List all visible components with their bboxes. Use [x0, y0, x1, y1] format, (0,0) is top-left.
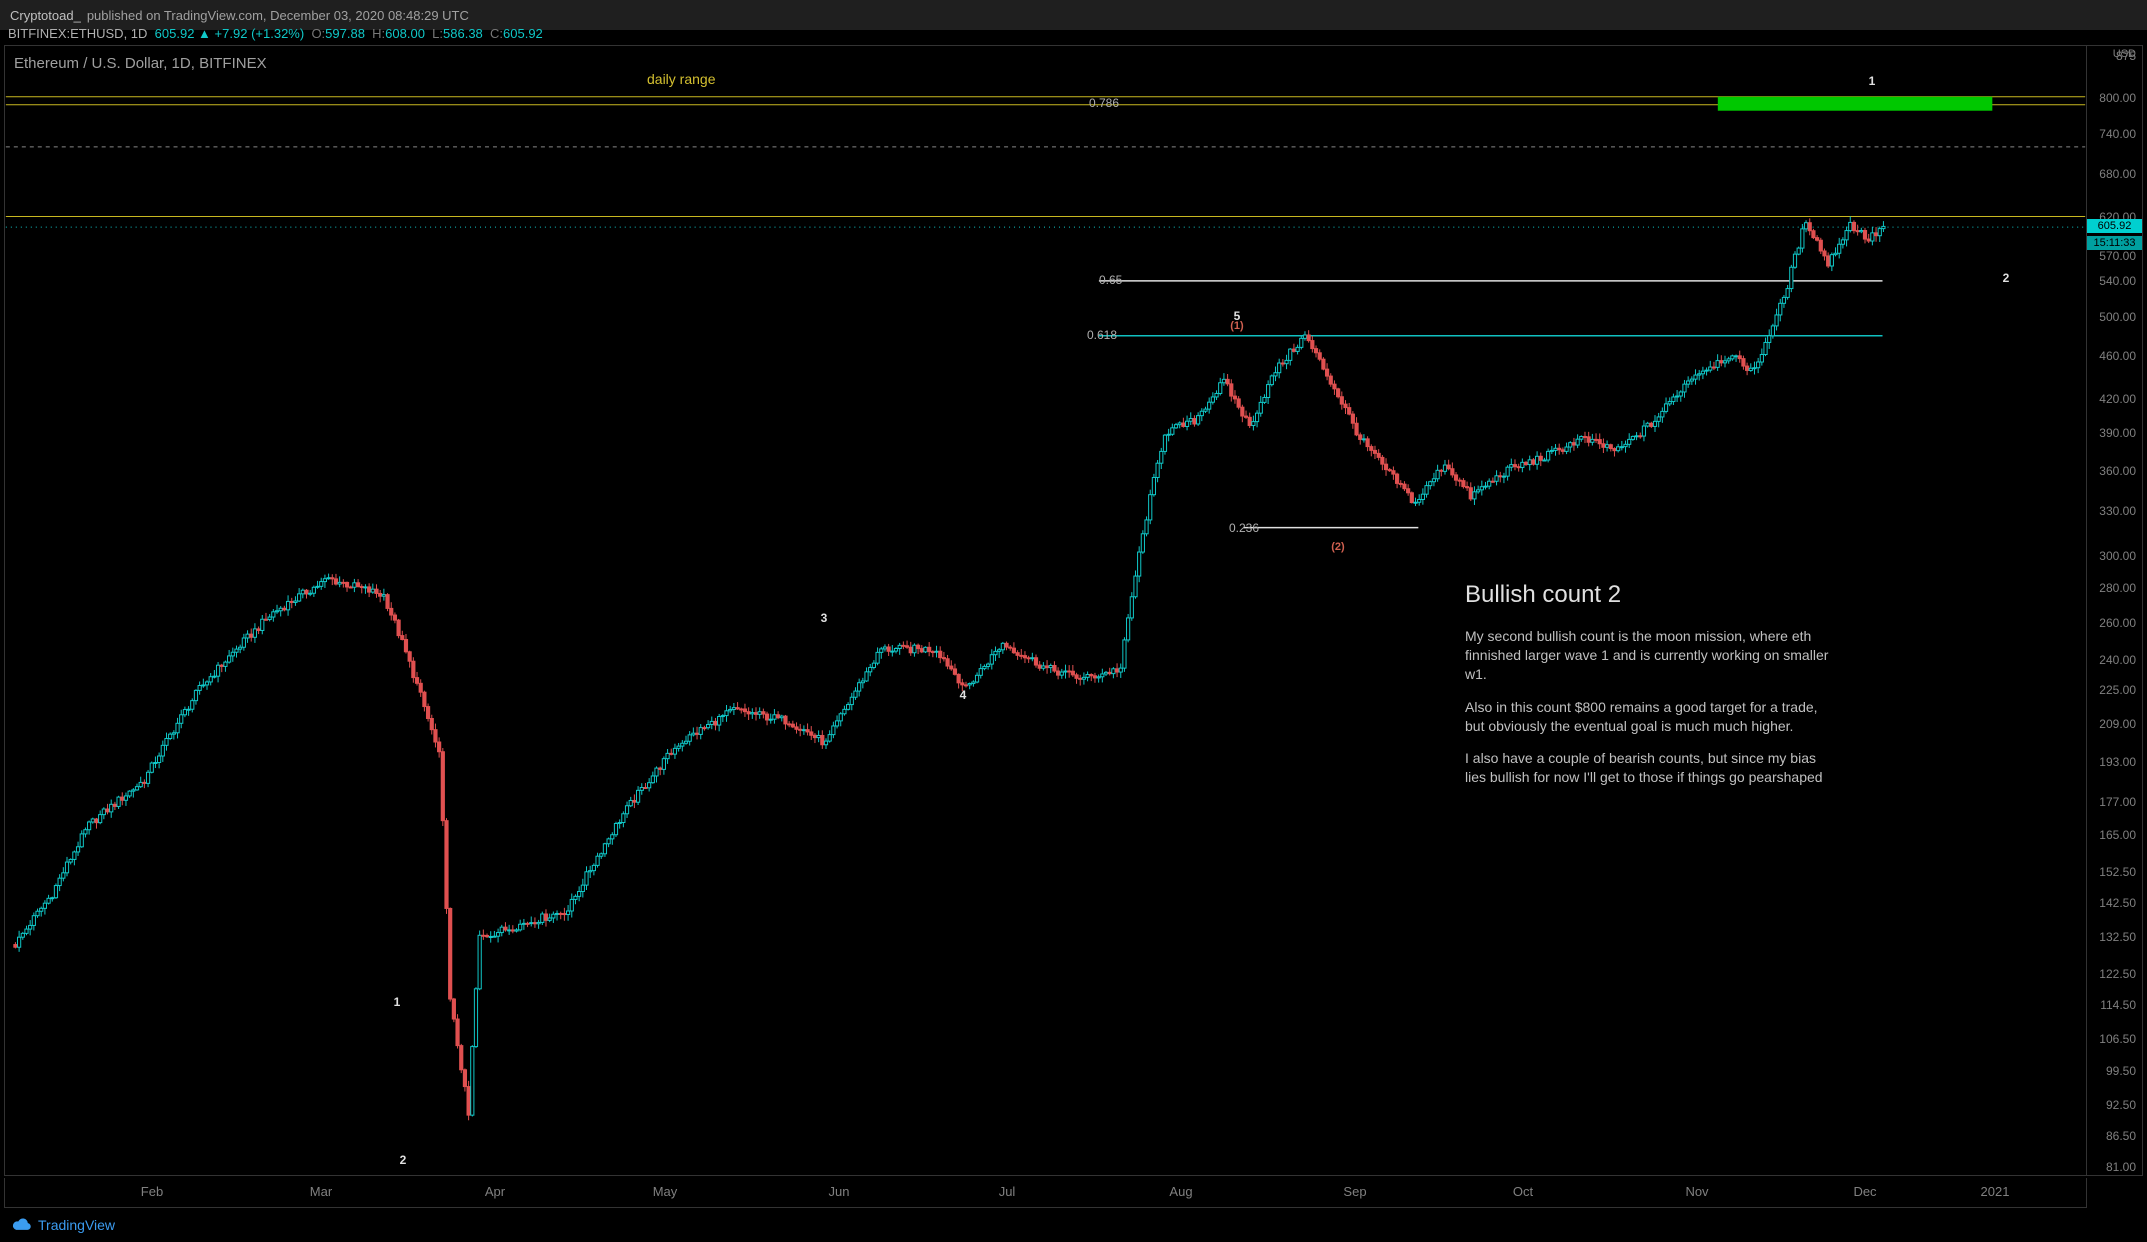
x-tick: Aug — [1169, 1184, 1192, 1199]
x-tick: Jun — [829, 1184, 850, 1199]
fib-label: 0.786 — [1089, 96, 1119, 110]
change-arrow: ▲ — [198, 26, 211, 41]
publish-info: published on TradingView.com, December 0… — [87, 8, 469, 23]
y-tick: 193.00 — [2099, 755, 2136, 769]
y-tick: 460.00 — [2099, 349, 2136, 363]
y-tick: 132.50 — [2099, 930, 2136, 944]
wave-label: 2 — [2003, 271, 2010, 285]
x-tick: 2021 — [1981, 1184, 2010, 1199]
y-tick: 360.00 — [2099, 464, 2136, 478]
wave-label: 3 — [821, 611, 828, 625]
y-tick: 225.00 — [2099, 683, 2136, 697]
y-tick: 570.00 — [2099, 249, 2136, 263]
y-tick: 92.50 — [2106, 1098, 2136, 1112]
fib-label: 0.236 — [1229, 521, 1259, 535]
x-tick: Oct — [1513, 1184, 1533, 1199]
y-tick: 99.50 — [2106, 1064, 2136, 1078]
close-value: 605.92 — [503, 26, 543, 41]
y-tick: 260.00 — [2099, 616, 2136, 630]
wave-label: 2 — [400, 1153, 407, 1167]
x-axis[interactable]: Feb Mar Apr May Jun Jul Aug Sep Oct Nov Dec 2021 — [4, 1178, 2087, 1208]
low-label: L: — [432, 26, 443, 41]
high-label: H: — [372, 26, 385, 41]
y-tick: 142.50 — [2099, 896, 2136, 910]
last-price: 605.92 — [155, 26, 195, 41]
x-tick: Jul — [999, 1184, 1016, 1199]
y-tick: 420.00 — [2099, 392, 2136, 406]
high-value: 608.00 — [385, 26, 425, 41]
y-axis[interactable]: USD 875800.00740.00680.00620.00570.00540… — [2087, 45, 2143, 1176]
current-price-tag: 605.92 — [2087, 219, 2142, 233]
fib-label: 0.618 — [1087, 328, 1117, 342]
analysis-title: Bullish count 2 — [1465, 581, 1835, 609]
y-tick: 106.50 — [2099, 1032, 2136, 1046]
x-tick: Mar — [310, 1184, 332, 1199]
y-tick: 86.50 — [2106, 1129, 2136, 1143]
wave-label: 1 — [394, 995, 401, 1009]
wave-label: 1 — [1869, 74, 1876, 88]
y-tick: 740.00 — [2099, 127, 2136, 141]
symbol-info-bar: BITFINEX:ETHUSD, 1D 605.92 ▲ +7.92 (+1.3… — [8, 26, 543, 41]
x-tick: Apr — [485, 1184, 505, 1199]
x-tick: Feb — [141, 1184, 163, 1199]
y-tick: 122.50 — [2099, 967, 2136, 981]
change-percent: (+1.32%) — [251, 26, 304, 41]
y-tick: 165.00 — [2099, 828, 2136, 842]
y-tick: 177.00 — [2099, 795, 2136, 809]
footer: TradingView — [0, 1208, 2147, 1242]
author-name: Cryptotoad_ — [10, 8, 81, 23]
analysis-paragraph-1: My second bullish count is the moon miss… — [1465, 627, 1835, 684]
y-tick: 540.00 — [2099, 274, 2136, 288]
y-tick: 800.00 — [2099, 91, 2136, 105]
cloud-icon — [12, 1217, 32, 1234]
analysis-text-box: Bullish count 2 My second bullish count … — [1465, 581, 1835, 801]
fib-label: 0.65 — [1099, 273, 1122, 287]
change-absolute: +7.92 — [215, 26, 248, 41]
close-label: C: — [490, 26, 503, 41]
analysis-paragraph-3: I also have a couple of bearish counts, … — [1465, 749, 1835, 787]
daily-range-label: daily range — [647, 71, 716, 87]
symbol-ticker: BITFINEX:ETHUSD, 1D — [8, 26, 147, 41]
wave-label: 4 — [960, 688, 967, 702]
analysis-paragraph-2: Also in this count $800 remains a good t… — [1465, 698, 1835, 736]
low-value: 586.38 — [443, 26, 483, 41]
footer-brand: TradingView — [38, 1217, 115, 1233]
open-label: O: — [311, 26, 325, 41]
y-tick: 300.00 — [2099, 549, 2136, 563]
y-tick: 680.00 — [2099, 167, 2136, 181]
wave-label: (1) — [1230, 320, 1243, 332]
y-tick: 114.50 — [2100, 998, 2136, 1012]
y-tick: 240.00 — [2099, 653, 2136, 667]
countdown-tag: 15:11:33 — [2087, 236, 2142, 250]
open-value: 597.88 — [325, 26, 365, 41]
x-tick: Nov — [1685, 1184, 1708, 1199]
y-tick: 81.00 — [2106, 1160, 2136, 1174]
y-tick: 875 — [2116, 49, 2136, 63]
y-tick: 330.00 — [2099, 504, 2136, 518]
y-tick: 390.00 — [2099, 426, 2136, 440]
x-tick: Sep — [1343, 1184, 1366, 1199]
y-tick: 209.00 — [2099, 717, 2136, 731]
y-tick: 280.00 — [2099, 581, 2136, 595]
x-tick: May — [653, 1184, 678, 1199]
x-tick: Dec — [1853, 1184, 1876, 1199]
wave-label: (2) — [1331, 541, 1344, 553]
y-tick: 152.50 — [2099, 865, 2136, 879]
y-tick: 500.00 — [2099, 310, 2136, 324]
